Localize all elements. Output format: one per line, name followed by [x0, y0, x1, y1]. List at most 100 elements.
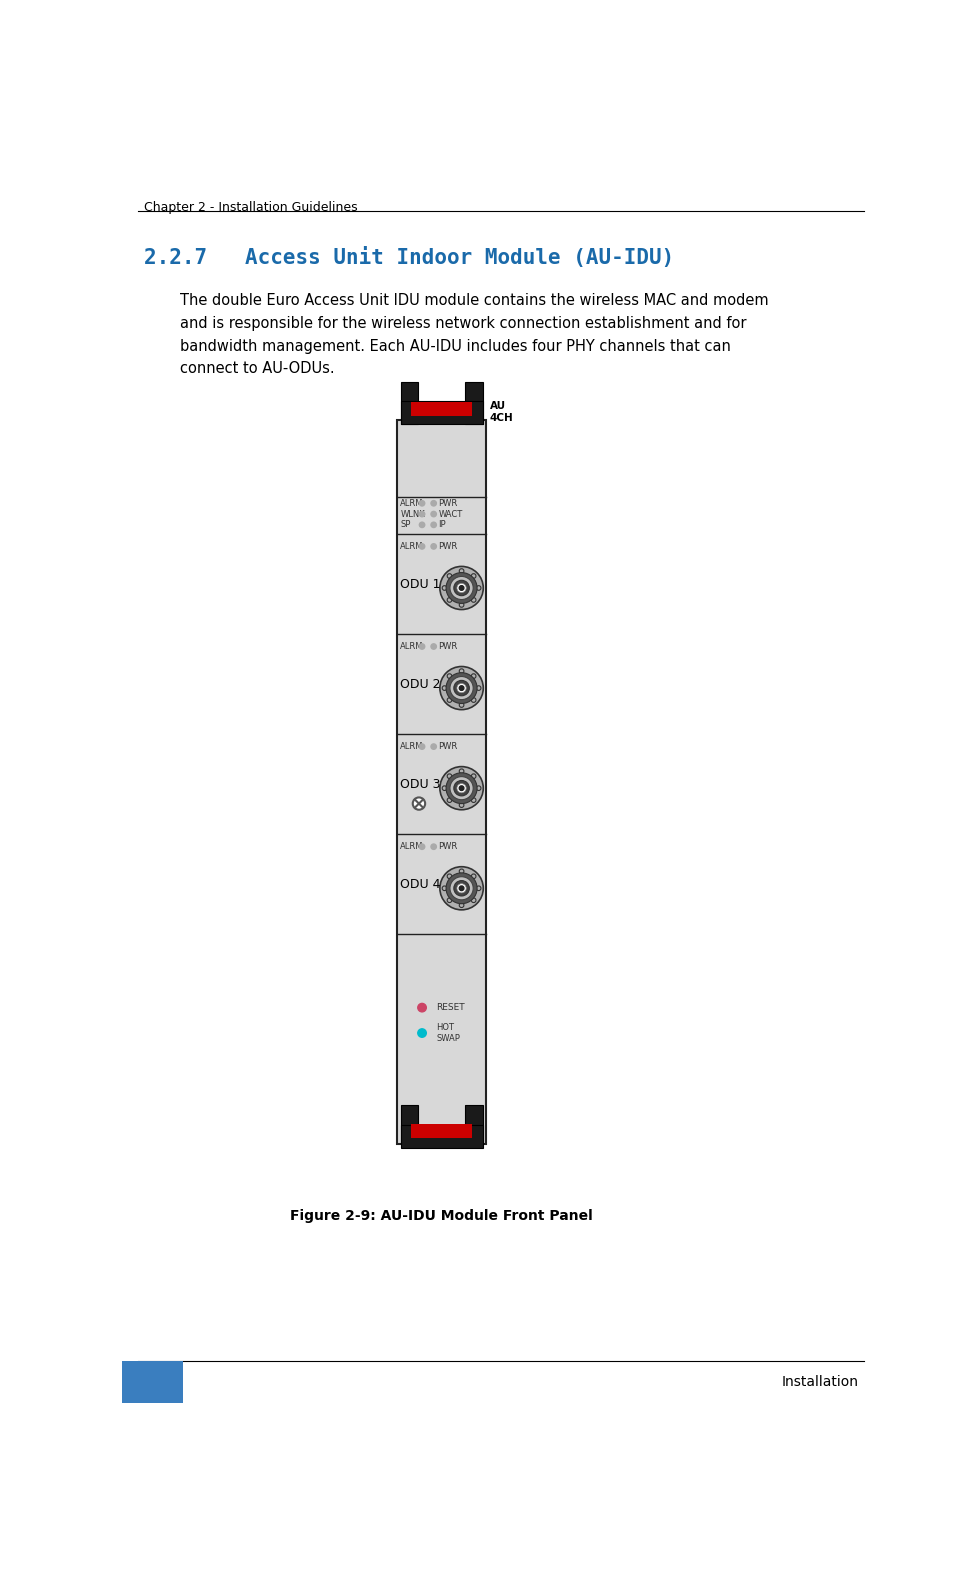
FancyBboxPatch shape [402, 1105, 418, 1144]
Circle shape [431, 501, 437, 506]
Circle shape [471, 898, 476, 903]
Circle shape [440, 667, 484, 709]
Circle shape [471, 875, 476, 878]
Text: Chapter 2 - Installation Guidelines: Chapter 2 - Installation Guidelines [144, 200, 358, 214]
Circle shape [440, 766, 484, 810]
Circle shape [450, 777, 473, 799]
Circle shape [459, 868, 464, 873]
Circle shape [446, 873, 477, 903]
Circle shape [446, 772, 477, 804]
Text: ALRM: ALRM [401, 498, 424, 507]
Circle shape [471, 597, 476, 602]
Text: ALRM: ALRM [401, 842, 424, 851]
Circle shape [440, 867, 484, 909]
Circle shape [471, 774, 476, 779]
Circle shape [419, 544, 425, 548]
Circle shape [431, 544, 437, 548]
Circle shape [419, 645, 425, 649]
Text: ALRM: ALRM [401, 742, 424, 752]
Text: The double Euro Access Unit IDU module contains the wireless MAC and modem
and i: The double Euro Access Unit IDU module c… [180, 293, 769, 377]
FancyBboxPatch shape [411, 402, 473, 416]
FancyBboxPatch shape [402, 1125, 483, 1147]
Text: RESET: RESET [436, 1004, 465, 1012]
Text: AU
4CH: AU 4CH [489, 400, 513, 424]
Text: SP: SP [401, 520, 410, 530]
Circle shape [459, 602, 464, 607]
Text: WACT: WACT [439, 509, 462, 519]
Circle shape [459, 586, 464, 591]
Circle shape [454, 881, 469, 897]
Text: WLNK: WLNK [401, 509, 425, 519]
Text: ALRM: ALRM [401, 641, 424, 651]
Circle shape [431, 645, 437, 649]
Circle shape [459, 703, 464, 708]
Circle shape [477, 886, 481, 890]
Circle shape [459, 569, 464, 574]
Text: HOT
SWAP: HOT SWAP [436, 1023, 460, 1043]
Circle shape [459, 686, 464, 690]
Circle shape [454, 580, 469, 596]
Text: 2.2.7   Access Unit Indoor Module (AU-IDU): 2.2.7 Access Unit Indoor Module (AU-IDU) [144, 247, 674, 268]
Circle shape [450, 876, 473, 900]
Circle shape [419, 845, 425, 849]
Text: ALRM: ALRM [401, 542, 424, 552]
Circle shape [447, 574, 451, 578]
Text: ODU 2: ODU 2 [401, 678, 441, 690]
Text: Installation: Installation [782, 1374, 859, 1388]
Circle shape [419, 501, 425, 506]
Circle shape [419, 744, 425, 749]
Circle shape [471, 698, 476, 703]
Circle shape [443, 886, 446, 890]
Circle shape [450, 676, 473, 700]
Circle shape [443, 786, 446, 791]
Circle shape [471, 675, 476, 678]
Circle shape [431, 522, 437, 528]
FancyBboxPatch shape [402, 400, 483, 424]
Text: Figure 2-9: AU-IDU Module Front Panel: Figure 2-9: AU-IDU Module Front Panel [290, 1209, 593, 1223]
Circle shape [457, 884, 466, 894]
Circle shape [457, 684, 466, 693]
Circle shape [457, 583, 466, 593]
Circle shape [477, 786, 481, 791]
Circle shape [457, 783, 466, 793]
Circle shape [454, 681, 469, 695]
FancyBboxPatch shape [465, 1105, 483, 1144]
Circle shape [431, 511, 437, 517]
Text: PWR: PWR [439, 842, 457, 851]
Text: PWR: PWR [439, 641, 457, 651]
Circle shape [447, 797, 451, 802]
Circle shape [446, 572, 477, 604]
Circle shape [447, 597, 451, 602]
Circle shape [459, 786, 464, 791]
Circle shape [443, 586, 446, 591]
Text: ODU 3: ODU 3 [401, 779, 441, 791]
Text: IP: IP [439, 520, 446, 530]
Circle shape [412, 797, 425, 810]
Circle shape [419, 522, 425, 528]
Circle shape [459, 769, 464, 774]
Circle shape [440, 566, 484, 610]
FancyBboxPatch shape [465, 381, 483, 424]
Text: PWR: PWR [439, 498, 457, 507]
Circle shape [459, 886, 464, 890]
Text: 50: 50 [143, 1374, 162, 1388]
Circle shape [418, 1029, 426, 1037]
Circle shape [450, 577, 473, 599]
Circle shape [418, 1004, 426, 1012]
Circle shape [443, 686, 446, 690]
Text: PWR: PWR [439, 742, 457, 752]
Circle shape [419, 511, 425, 517]
Circle shape [431, 845, 437, 849]
Circle shape [459, 802, 464, 807]
Text: PWR: PWR [439, 542, 457, 552]
Circle shape [477, 586, 481, 591]
Circle shape [477, 686, 481, 690]
Circle shape [447, 898, 451, 903]
Text: ODU 4: ODU 4 [401, 878, 441, 890]
Circle shape [447, 774, 451, 779]
FancyBboxPatch shape [122, 1362, 183, 1403]
Circle shape [447, 875, 451, 878]
Circle shape [447, 675, 451, 678]
Circle shape [447, 698, 451, 703]
Circle shape [459, 668, 464, 673]
